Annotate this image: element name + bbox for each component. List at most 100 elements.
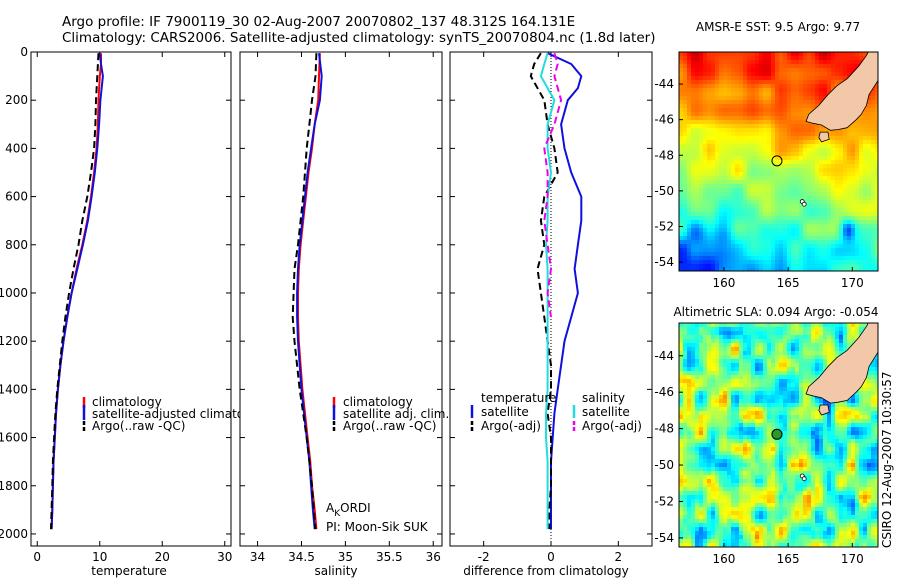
heatmap-cell xyxy=(771,72,775,76)
heatmap-cell xyxy=(691,467,695,471)
heatmap-cell xyxy=(775,208,779,212)
heatmap-cell xyxy=(719,395,723,399)
heatmap-cell xyxy=(691,475,695,479)
heatmap-cell xyxy=(739,451,743,455)
heatmap-cell xyxy=(739,168,743,172)
heatmap-cell xyxy=(771,100,775,104)
heatmap-cell xyxy=(751,479,755,483)
heatmap-cell xyxy=(699,355,703,359)
heatmap-cell xyxy=(875,415,879,419)
heatmap-cell xyxy=(795,200,799,204)
y-tick-label: 1600 xyxy=(0,431,28,445)
heatmap-cell xyxy=(859,164,863,168)
heatmap-cell xyxy=(783,363,787,367)
heatmap-cell xyxy=(811,148,815,152)
heatmap-cell xyxy=(695,120,699,124)
heatmap-cell xyxy=(731,112,735,116)
heatmap-cell xyxy=(739,439,743,443)
heatmap-cell xyxy=(867,395,871,399)
heatmap-cell xyxy=(783,411,787,415)
heatmap-cell xyxy=(807,172,811,176)
heatmap-cell xyxy=(819,240,823,244)
heatmap-cell xyxy=(771,351,775,355)
heatmap-cell xyxy=(683,367,687,371)
heatmap-cell xyxy=(751,52,755,56)
heatmap-cell xyxy=(699,144,703,148)
heatmap-cell xyxy=(831,479,835,483)
heatmap-cell xyxy=(835,435,839,439)
heatmap-cell xyxy=(867,471,871,475)
heatmap-cell xyxy=(859,236,863,240)
heatmap-cell xyxy=(823,335,827,339)
heatmap-cell xyxy=(779,248,783,252)
heatmap-cell xyxy=(699,264,703,268)
heatmap-cell xyxy=(827,156,831,160)
heatmap-cell xyxy=(859,451,863,455)
heatmap-cell xyxy=(731,407,735,411)
heatmap-cell xyxy=(871,212,875,216)
heatmap-cell xyxy=(779,240,783,244)
heatmap-cell xyxy=(775,136,779,140)
heatmap-cell xyxy=(687,128,691,132)
heatmap-cell xyxy=(683,188,687,192)
heatmap-cell xyxy=(719,256,723,260)
heatmap-cell xyxy=(767,220,771,224)
heatmap-cell xyxy=(695,431,699,435)
heatmap-cell xyxy=(875,443,879,447)
heatmap-cell xyxy=(743,459,747,463)
heatmap-cell xyxy=(731,471,735,475)
heatmap-cell xyxy=(811,208,815,212)
heatmap-cell xyxy=(787,447,791,451)
heatmap-cell xyxy=(867,208,871,212)
heatmap-cell xyxy=(819,459,823,463)
heatmap-cell xyxy=(727,220,731,224)
heatmap-cell xyxy=(695,455,699,459)
heatmap-cell xyxy=(719,76,723,80)
heatmap-cell xyxy=(871,128,875,132)
heatmap-cell xyxy=(847,268,851,272)
heatmap-cell xyxy=(727,236,731,240)
heatmap-cell xyxy=(747,463,751,467)
heatmap-cell xyxy=(775,483,779,487)
heatmap-cell xyxy=(739,92,743,96)
heatmap-cell xyxy=(839,152,843,156)
heatmap-cell xyxy=(703,168,707,172)
heatmap-cell xyxy=(703,431,707,435)
heatmap-cell xyxy=(815,148,819,152)
heatmap-cell xyxy=(859,144,863,148)
heatmap-cell xyxy=(763,455,767,459)
heatmap-cell xyxy=(787,415,791,419)
heatmap-cell xyxy=(823,228,827,232)
heatmap-cell xyxy=(767,56,771,60)
heatmap-cell xyxy=(683,447,687,451)
heatmap-cell xyxy=(703,427,707,431)
heatmap-cell xyxy=(683,439,687,443)
heatmap-cell xyxy=(731,475,735,479)
heatmap-cell xyxy=(695,327,699,331)
heatmap-cell xyxy=(731,188,735,192)
heatmap-cell xyxy=(771,339,775,343)
heatmap-cell xyxy=(823,196,827,200)
heatmap-cell xyxy=(739,200,743,204)
heatmap-cell xyxy=(695,88,699,92)
heatmap-cell xyxy=(707,228,711,232)
heatmap-cell xyxy=(683,140,687,144)
heatmap-cell xyxy=(843,403,847,407)
heatmap-cell xyxy=(719,152,723,156)
heatmap-cell xyxy=(795,120,799,124)
heatmap-cell xyxy=(863,383,867,387)
heatmap-cell xyxy=(699,343,703,347)
heatmap-cell xyxy=(775,248,779,252)
heatmap-cell xyxy=(807,100,811,104)
heatmap-cell xyxy=(707,208,711,212)
heatmap-cell xyxy=(787,128,791,132)
heatmap-cell xyxy=(739,236,743,240)
heatmap-cell xyxy=(691,455,695,459)
heatmap-cell xyxy=(683,451,687,455)
heatmap-cell xyxy=(703,399,707,403)
heatmap-cell xyxy=(859,220,863,224)
heatmap-cell xyxy=(731,120,735,124)
heatmap-cell xyxy=(747,164,751,168)
heatmap-cell xyxy=(863,244,867,248)
heatmap-cell xyxy=(707,335,711,339)
